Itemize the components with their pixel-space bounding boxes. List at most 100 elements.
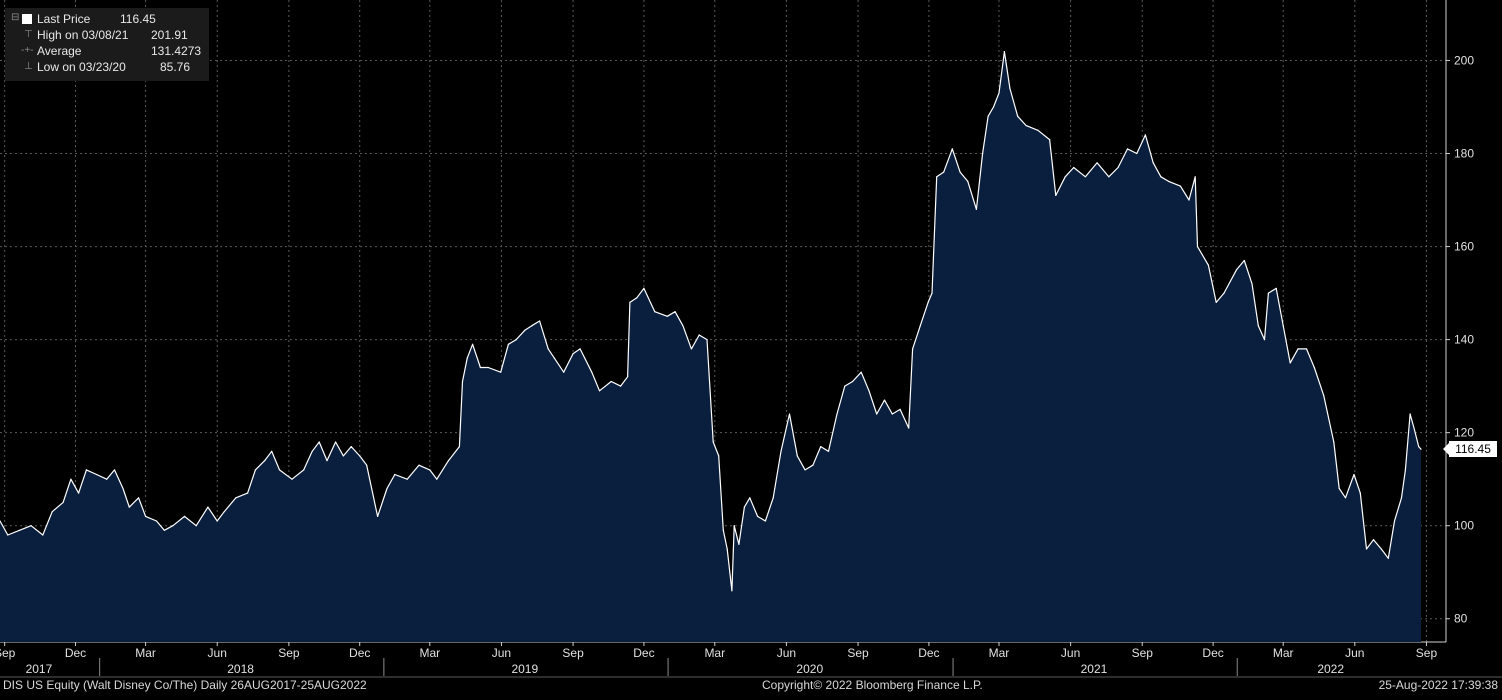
price-point: [757, 515, 759, 518]
legend-high-label: High on 03/08/21: [37, 28, 129, 42]
price-point: [706, 339, 708, 341]
x-month-label: Jun: [1061, 646, 1080, 660]
price-point: [1418, 446, 1420, 448]
collapse-icon[interactable]: ⊟: [11, 12, 20, 23]
price-point: [591, 371, 593, 373]
price-point: [731, 590, 733, 592]
y-tick-label: 180: [1454, 147, 1474, 161]
price-point: [155, 520, 158, 522]
price-point: [1215, 301, 1217, 303]
price-point: [712, 441, 714, 443]
price-point: [1251, 283, 1253, 285]
price-point: [264, 460, 266, 462]
low-marker-icon: ⊥: [24, 61, 33, 72]
price-point: [1282, 325, 1284, 327]
price-point: [860, 371, 862, 373]
price-point: [936, 176, 938, 178]
price-point: [987, 115, 989, 117]
price-point: [78, 492, 80, 494]
price-point: [524, 329, 526, 331]
x-year-label: 2020: [796, 662, 823, 676]
price-point: [931, 292, 933, 294]
x-month-label: Sep: [0, 646, 16, 660]
price-point: [1049, 139, 1051, 141]
price-point: [1353, 473, 1355, 476]
price-point: [70, 478, 72, 480]
price-point: [749, 497, 751, 499]
price-point: [18, 529, 21, 531]
price-point: [883, 399, 886, 401]
price-point: [780, 450, 782, 452]
price-point: [674, 311, 676, 313]
price-point: [7, 534, 9, 536]
legend-row-low: ⊥ Low on 03/23/20 85.76: [5, 59, 209, 75]
x-month-label: Jun: [1345, 646, 1364, 660]
price-point: [1009, 87, 1011, 89]
price-point: [643, 287, 645, 289]
price-point: [342, 455, 344, 457]
price-point: [690, 348, 693, 350]
price-point: [1365, 548, 1368, 550]
price-point: [350, 446, 352, 448]
x-month-label: Jun: [777, 646, 796, 660]
price-point: [1372, 539, 1375, 541]
x-year-label: 2022: [1317, 662, 1344, 676]
price-point: [788, 413, 791, 415]
price-point: [539, 320, 541, 322]
price-point: [598, 390, 601, 392]
x-month-label: Mar: [1273, 646, 1294, 660]
price-point: [1305, 348, 1308, 350]
x-month-label: Mar: [704, 646, 725, 660]
security-description: DIS US Equity (Walt Disney Co/The) Daily…: [3, 678, 367, 692]
price-point: [1188, 199, 1190, 201]
x-month-label: Jun: [492, 646, 511, 660]
price-point: [698, 334, 700, 336]
price-point: [1055, 194, 1057, 196]
price-point: [183, 515, 186, 518]
price-point: [1267, 292, 1269, 294]
price-point: [51, 511, 53, 513]
y-tick-label: 140: [1454, 333, 1474, 347]
price-point: [1160, 176, 1162, 178]
price-point: [195, 525, 197, 527]
price-point: [743, 506, 746, 508]
price-point: [943, 171, 945, 173]
price-point: [515, 339, 517, 341]
price-point: [967, 180, 969, 182]
price-point: [0, 520, 1, 522]
legend-row-last-price: ⊟ Last Price 116.45: [5, 11, 209, 27]
price-point: [1207, 264, 1209, 266]
x-month-label: Sep: [562, 646, 584, 660]
price-point: [919, 325, 921, 327]
legend-average-value: 131.4273: [151, 44, 202, 58]
price-point: [1064, 176, 1066, 178]
price-point: [1196, 246, 1199, 248]
price-point: [458, 446, 460, 448]
price-point: [1289, 362, 1291, 364]
price-point: [722, 529, 724, 531]
price-point: [959, 171, 961, 173]
price-point: [326, 460, 328, 462]
price-point: [1420, 448, 1422, 450]
price-point: [487, 366, 489, 369]
price-point: [1413, 427, 1415, 429]
price-point: [1084, 176, 1086, 178]
price-point: [271, 450, 273, 452]
price-point: [377, 515, 379, 518]
timestamp-text: 25-Aug-2022 17:39:38: [1378, 678, 1498, 692]
price-point: [531, 325, 533, 327]
price-point: [335, 441, 337, 443]
price-point: [406, 478, 408, 480]
x-month-label: Sep: [1416, 646, 1438, 660]
price-point: [466, 357, 468, 359]
price-point: [682, 325, 684, 327]
price-point: [1073, 166, 1075, 169]
price-point: [718, 455, 720, 457]
price-point: [733, 525, 735, 527]
price-point: [62, 501, 64, 503]
price-point: [1323, 394, 1325, 396]
x-month-label: Dec: [918, 646, 939, 660]
price-point: [1243, 259, 1245, 262]
price-point: [42, 534, 44, 536]
